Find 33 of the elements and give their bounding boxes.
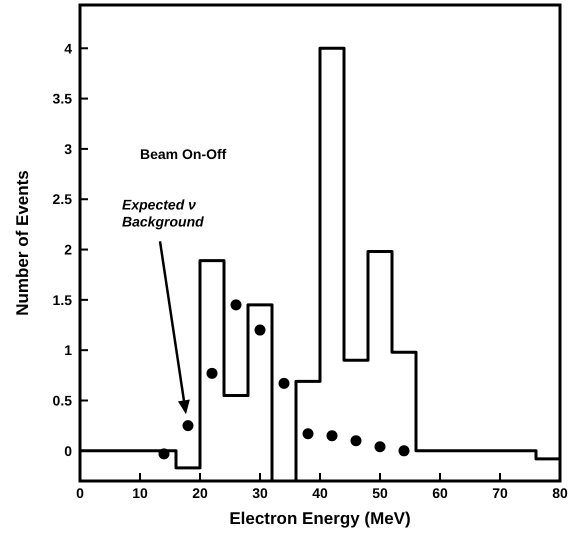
point bbox=[230, 299, 242, 310]
point bbox=[278, 378, 290, 389]
point bbox=[398, 445, 410, 456]
annotation: Expected ν Background bbox=[122, 196, 204, 230]
y-tick-label: 4 bbox=[64, 40, 72, 56]
x-tick-label: 60 bbox=[432, 485, 448, 501]
x-axis-title: Electron Energy (MeV) bbox=[229, 509, 411, 528]
annotation: Beam On-Off bbox=[140, 146, 227, 162]
point bbox=[374, 441, 386, 452]
y-tick-label: 1 bbox=[64, 342, 72, 358]
point bbox=[302, 428, 314, 440]
x-tick-label: 10 bbox=[132, 485, 148, 501]
y-tick-label: 2 bbox=[64, 242, 72, 258]
y-tick-label: 2.5 bbox=[52, 191, 72, 208]
x-tick-label: 70 bbox=[492, 485, 508, 501]
y-tick-label: 0 bbox=[64, 442, 72, 459]
x-tick-label: 80 bbox=[552, 485, 568, 501]
y-tick-label: 3 bbox=[64, 140, 72, 157]
y-tick-label: 1.5 bbox=[52, 292, 72, 308]
x-tick-label: 20 bbox=[192, 485, 208, 501]
y-axis-title: Number of Events bbox=[13, 170, 32, 316]
x-tick-label: 0 bbox=[76, 485, 84, 501]
x-tick-label: 30 bbox=[252, 485, 268, 501]
point bbox=[326, 430, 338, 442]
point bbox=[182, 420, 194, 432]
point bbox=[158, 448, 170, 460]
point bbox=[350, 435, 362, 446]
y-tick-label: 0.5 bbox=[52, 392, 72, 408]
point bbox=[254, 324, 266, 336]
point bbox=[206, 368, 218, 379]
y-tick-label: 3.5 bbox=[52, 90, 72, 107]
x-tick-label: 40 bbox=[312, 485, 328, 501]
x-tick-label: 50 bbox=[372, 485, 388, 501]
